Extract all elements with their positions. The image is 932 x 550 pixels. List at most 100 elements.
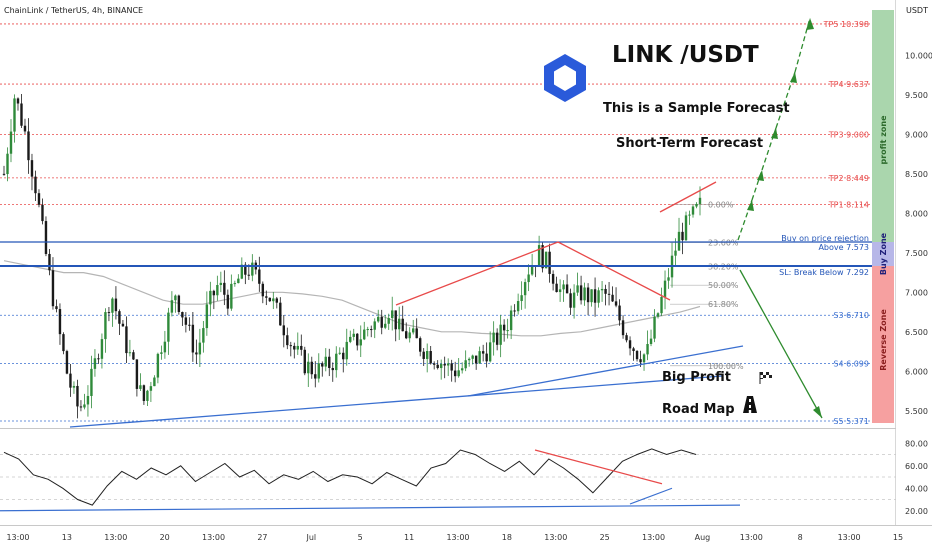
reverse-zone: [872, 266, 894, 423]
time-tick-label: 13:00: [740, 533, 763, 542]
candle-body: [600, 288, 604, 291]
candle-body: [412, 328, 415, 333]
moving-average-line: [3, 260, 701, 337]
road-icon: [743, 396, 757, 413]
candle-body: [114, 298, 118, 312]
price-tick-label: 8.000: [905, 209, 928, 218]
candle-body: [282, 325, 285, 336]
candle-body: [111, 298, 114, 313]
candle-body: [240, 264, 244, 279]
candle-body: [380, 316, 383, 328]
candle-body: [691, 206, 695, 215]
candle-body: [41, 204, 44, 222]
time-tick-label: 13:00: [544, 533, 567, 542]
rsi-tick-label: 60.00: [905, 462, 928, 471]
candle-body: [345, 341, 348, 360]
level-label: S3 6.710: [833, 311, 869, 320]
candle-body: [439, 363, 443, 369]
candle-body: [663, 280, 667, 297]
candle-body: [674, 250, 677, 256]
candle-body: [555, 283, 558, 293]
candle-body: [27, 131, 30, 161]
candle-body: [632, 348, 635, 352]
candle-body: [359, 339, 362, 346]
candle-body: [156, 353, 160, 378]
buy-zone: [872, 242, 894, 266]
price-tick-label: 10.000: [905, 51, 932, 60]
candle-body: [58, 309, 62, 335]
time-tick-label: 13:00: [838, 533, 861, 542]
candle-body: [125, 326, 128, 354]
time-tick-label: 13:00: [6, 533, 29, 542]
candle-body: [356, 333, 359, 346]
price-axis: 10.000 9.500 9.000 8.500 8.000 7.500 7.000 6.50…: [905, 51, 932, 415]
candle-body: [628, 340, 632, 349]
candle-body: [436, 364, 439, 369]
moving-average: [3, 260, 701, 337]
candle-body: [506, 330, 509, 332]
candle-body: [586, 287, 590, 303]
candle-body: [530, 265, 534, 275]
candle-body: [230, 283, 233, 309]
candle-body: [642, 354, 646, 363]
candle-body: [523, 282, 527, 296]
big-profit-note: Big Profit: [662, 370, 731, 385]
price-tick-label: 6.000: [905, 367, 928, 376]
time-tick-label: 15: [893, 533, 903, 542]
time-axis: 13:00 13 13:00 20 13:00 27 Jul 5 11 13:00 18 13:00 2…: [6, 533, 903, 542]
candle-body: [471, 355, 474, 359]
price-tick-label: 8.500: [905, 170, 928, 179]
rsi-tick-label: 20.00: [905, 507, 928, 516]
buy-zone-label: Buy Zone: [879, 232, 888, 275]
candle-body: [366, 329, 369, 331]
candle-body: [499, 324, 502, 345]
candle-body: [384, 323, 387, 328]
candle-body: [373, 321, 376, 330]
candle-body: [289, 345, 292, 347]
fib-label: 61.80%: [708, 300, 739, 309]
level-label: S5 5.371: [833, 417, 869, 426]
candle-body: [20, 103, 23, 126]
time-tick-label: 11: [404, 533, 414, 542]
candle-body: [139, 385, 142, 389]
candle-body: [562, 284, 565, 290]
rsi-resistance-trendline: [534, 449, 663, 485]
candle-body: [265, 296, 268, 298]
candle-body: [65, 351, 69, 374]
candle-body: [93, 358, 97, 369]
candle-body: [370, 329, 373, 331]
candle-body: [286, 335, 289, 346]
candle-body: [216, 284, 219, 296]
rsi-panel: 80.00 60.00 40.00 20.00: [0, 439, 928, 516]
candle-body: [583, 287, 586, 301]
candle-body: [198, 342, 202, 355]
candle-body: [387, 318, 390, 324]
candle-body: [223, 282, 226, 295]
candle-body: [23, 125, 27, 132]
candle-body: [142, 385, 146, 401]
rsi-support-trendline: [0, 504, 741, 512]
candle-body: [474, 355, 478, 364]
candle-body: [184, 317, 188, 325]
candle-body: [226, 294, 230, 309]
candle-body: [37, 193, 41, 205]
level-label: TP3 9.000: [828, 130, 869, 139]
candle-body: [163, 341, 167, 353]
candle-body: [625, 335, 628, 341]
fib-label: 100.00%: [708, 362, 744, 371]
candle-body: [453, 370, 457, 377]
candle-body: [338, 352, 341, 354]
candle-body: [13, 98, 16, 132]
candle-body: [544, 251, 548, 269]
candle-body: [160, 352, 163, 354]
candle-body: [310, 361, 313, 375]
time-tick-label: Aug: [695, 533, 711, 542]
candle-body: [391, 310, 394, 319]
candle-body: [443, 363, 446, 366]
candle-body: [167, 312, 170, 342]
candle-body: [195, 352, 198, 355]
candle-body: [170, 300, 174, 313]
candle-body: [478, 351, 481, 364]
